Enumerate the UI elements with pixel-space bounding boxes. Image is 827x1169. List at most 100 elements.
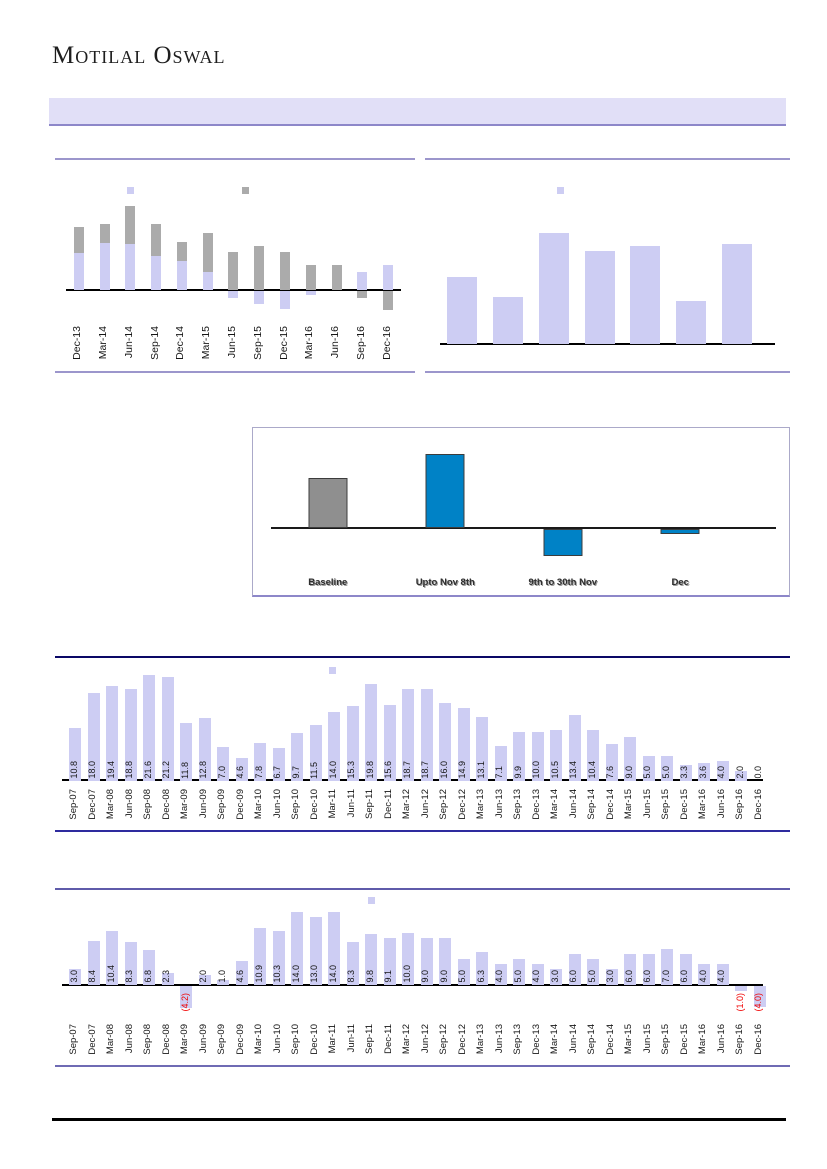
- category-label: Jun-08: [123, 789, 135, 819]
- bar-column: 4.6: [233, 658, 252, 834]
- bar-column: 5.0: [658, 658, 677, 834]
- bar-column: 2.0: [196, 890, 215, 1069]
- category-label: Jun-09: [197, 1024, 209, 1054]
- category-label: Dec-11: [382, 789, 394, 819]
- category-label: Sep-15: [251, 326, 264, 360]
- bar: [624, 737, 637, 781]
- bar-value-label: 13.4: [568, 761, 579, 779]
- bar-value-label: 7.6: [605, 766, 616, 779]
- x-axis-line: [271, 527, 776, 529]
- category-cell: Sep-16: [732, 787, 751, 831]
- bar-value-label: 9.7: [290, 766, 301, 779]
- bar-column: 6.8: [140, 890, 159, 1069]
- category-label: Mar-13: [475, 789, 487, 820]
- category-cell: Dec-14: [603, 1022, 622, 1064]
- bar-value-label: 8.3: [346, 970, 357, 983]
- bar: [305, 265, 316, 290]
- bar-column: [92, 160, 118, 375]
- bar-column: 19.4: [103, 658, 122, 834]
- category-cell: Mar-12: [399, 1022, 418, 1064]
- bar-value-label: 10.3: [272, 965, 283, 983]
- x-axis-line: [66, 289, 401, 291]
- category-label: Jun-12: [419, 1024, 431, 1054]
- bar: [346, 706, 359, 781]
- category-cell: Sep-13: [510, 787, 529, 831]
- bar: [587, 959, 600, 985]
- bar: [550, 969, 563, 985]
- bar-column: [169, 160, 195, 375]
- category-cell: Jun-15: [640, 1022, 659, 1064]
- category-label: Mar-13: [475, 1024, 487, 1055]
- bar-value-label: (4.2): [179, 993, 190, 1012]
- bar-column: (1.0): [732, 890, 751, 1069]
- chart-quarterly-series-lower: 3.0 8.4 10.4 8.3 6.8 2.3 (4.2) 2.0 1.0 4.6 10.9 10.…: [55, 888, 790, 1067]
- category-cell: Mar-11: [325, 787, 344, 831]
- bar: [161, 677, 174, 781]
- category-cell: Jun-10: [270, 787, 289, 831]
- category-label: Dec-16: [752, 1024, 764, 1055]
- bar: [605, 744, 618, 781]
- category-cell: Dec-13: [66, 324, 92, 368]
- bar: [513, 732, 526, 781]
- bar-column: 5.0: [455, 890, 474, 1069]
- category-cell: Dec-09: [233, 787, 252, 831]
- bar-value-label: 12.8: [198, 761, 209, 779]
- bar: [420, 938, 433, 985]
- bar-column: 10.5: [547, 658, 566, 834]
- bar-column: 10.4: [584, 658, 603, 834]
- bar: [457, 708, 470, 781]
- bar: [660, 529, 700, 534]
- category-cell: Sep-12: [436, 787, 455, 831]
- bar-column: [504, 428, 622, 598]
- category-cell: Dec-13: [529, 787, 548, 831]
- bar-column: 18.7: [399, 658, 418, 834]
- category-axis-labels: Dec-13 Mar-14 Jun-14 Sep-14 Dec-14 Mar-15 Jun-…: [66, 324, 401, 368]
- category-cell: Sep-09: [214, 1022, 233, 1064]
- bar: [698, 763, 711, 781]
- bar-column: 13.1: [473, 658, 492, 834]
- bar-value-label: 4.0: [494, 970, 505, 983]
- bar-column: 4.0: [714, 658, 733, 834]
- bar: [202, 272, 213, 290]
- chart-note-ban-periods: Baseline Upto Nov 8th 9th to 30th Nov Dec: [252, 427, 790, 597]
- category-label: Mar-14: [97, 326, 110, 360]
- bar-column: [324, 160, 350, 375]
- category-label: Mar-11: [327, 1024, 339, 1054]
- bar: [420, 689, 433, 781]
- bar-column: 14.0: [325, 890, 344, 1069]
- category-cell: Sep-07: [66, 787, 85, 831]
- bar-column: 7.1: [492, 658, 511, 834]
- category-label: Mar-12: [401, 1024, 413, 1055]
- bar-column: 4.0: [695, 890, 714, 1069]
- bar-value-label: 14.0: [327, 761, 338, 779]
- bar-value-label: 6.7: [272, 766, 283, 779]
- category-cell: Sep-08: [140, 787, 159, 831]
- category-label: Sep-15: [660, 789, 672, 820]
- bar-value-label: 3.0: [605, 970, 616, 983]
- category-cell: Dec-10: [307, 1022, 326, 1064]
- category-cell: Mar-15: [621, 787, 640, 831]
- category-cell: Sep-11: [362, 1022, 381, 1064]
- category-label: Jun-14: [122, 326, 135, 359]
- category-cell: Sep-14: [584, 787, 603, 831]
- bar-value-label: 6.0: [642, 970, 653, 983]
- bar-value-label: 1.0: [216, 970, 227, 983]
- category-label: Dec-07: [86, 789, 98, 820]
- bar: [228, 252, 239, 290]
- category-label: Dec-10: [308, 789, 320, 820]
- bar: [106, 686, 119, 781]
- category-cell: Mar-14: [92, 324, 118, 368]
- category-cell: Dec-09: [233, 1022, 252, 1064]
- chart-top-left-quarterly: Dec-13 Mar-14 Jun-14 Sep-14 Dec-14 Mar-15 Jun-…: [55, 158, 415, 373]
- bar-column: 10.4: [103, 890, 122, 1069]
- bar-value-label: 21.2: [161, 761, 172, 779]
- category-label: Dec-08: [160, 789, 172, 820]
- category-axis-labels: Sep-07 Dec-07 Mar-08 Jun-08 Sep-08 Dec-08 Mar-…: [66, 787, 769, 831]
- bar-column: 11.8: [177, 658, 196, 834]
- bar-value-label: 14.0: [327, 965, 338, 983]
- bar-value-label: 9.0: [438, 970, 449, 983]
- category-label: Sep-07: [68, 1024, 80, 1055]
- bar-column: [269, 428, 387, 598]
- bar-value-label: 7.0: [660, 970, 671, 983]
- bar-column: [118, 160, 144, 375]
